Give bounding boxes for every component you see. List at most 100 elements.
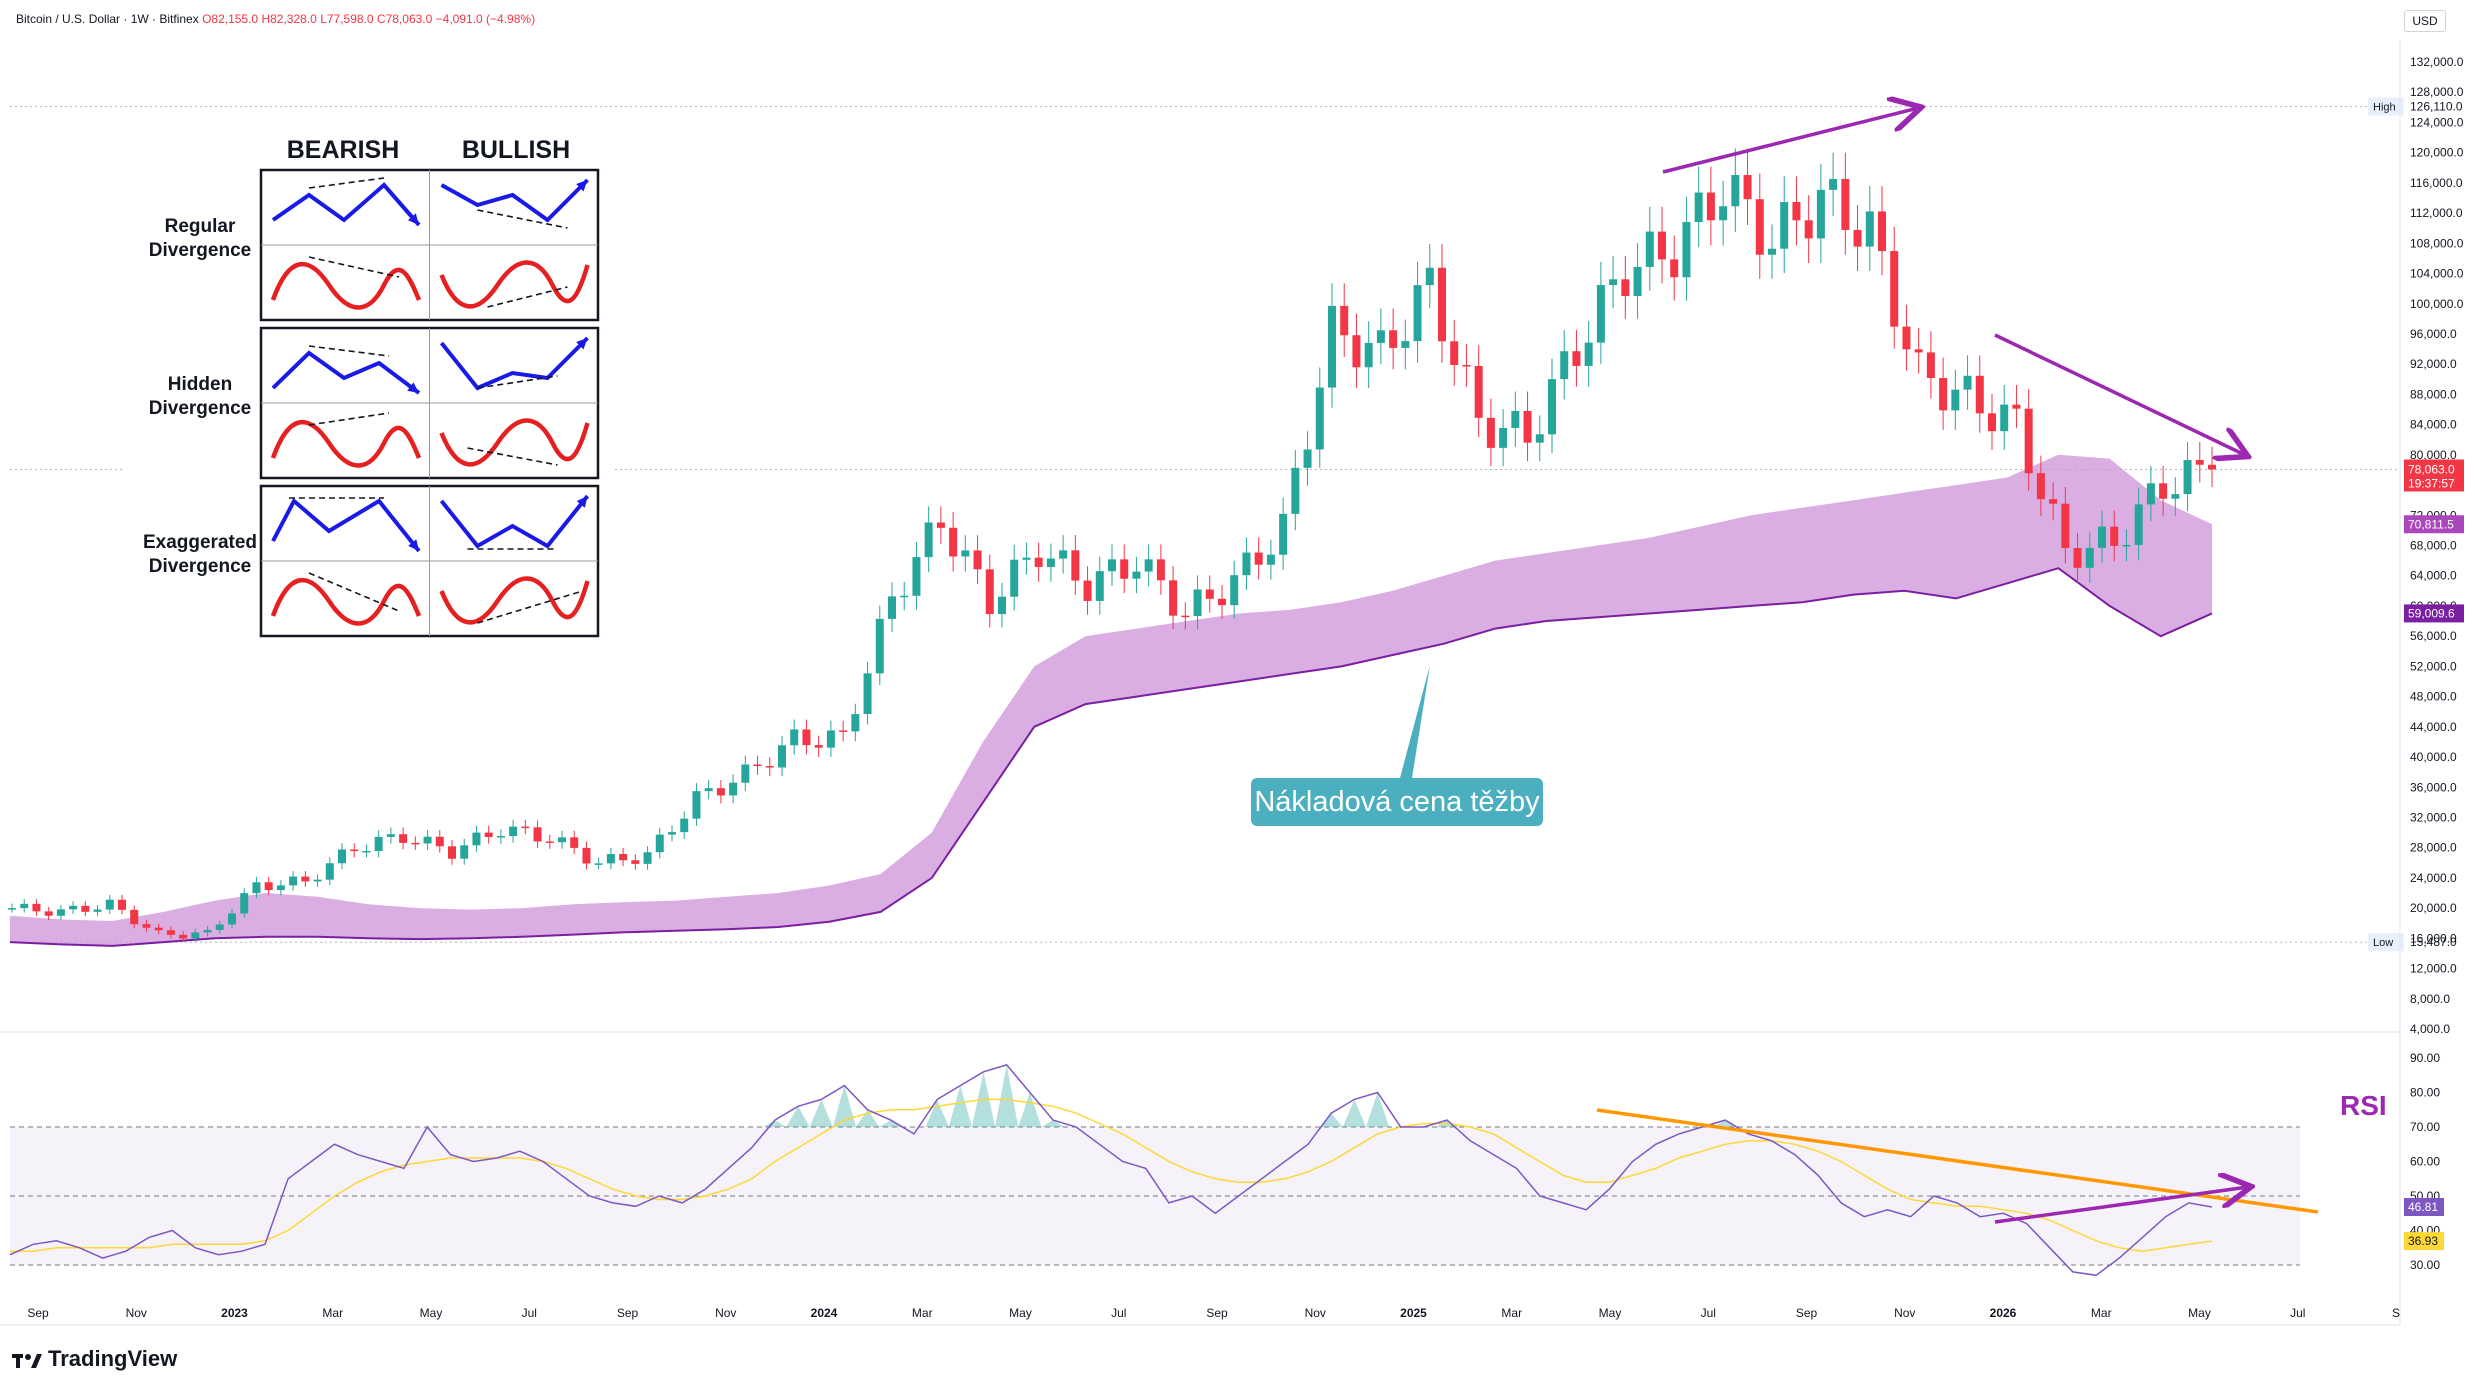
candle-body: [2085, 547, 2094, 568]
symbol-title: Bitcoin / U.S. Dollar · 1W · Bitfinex: [16, 12, 199, 26]
candle-body: [1486, 417, 1495, 448]
candle-body: [1792, 202, 1801, 221]
candle-body: [1169, 580, 1178, 616]
low-tag: Low: [2373, 937, 2393, 949]
time-tick-label: Jul: [1701, 1306, 1716, 1320]
candle-body: [44, 911, 53, 916]
candle-body: [191, 932, 200, 939]
candle-body: [1633, 266, 1642, 296]
candle-body: [826, 730, 835, 748]
candle-body: [985, 569, 994, 615]
candle-body: [1694, 192, 1703, 223]
time-tick-label: 2024: [811, 1306, 838, 1320]
currency-button[interactable]: USD: [2404, 10, 2446, 32]
band-upper-label: 70,811.5: [2408, 517, 2454, 531]
candle-body: [1829, 179, 1838, 190]
candle-body: [558, 837, 566, 843]
candle-body: [1144, 559, 1153, 572]
high-tag: High: [2373, 101, 2396, 113]
time-tick-label: Jul: [2290, 1306, 2305, 1320]
time-tick-label: 2025: [1400, 1306, 1427, 1320]
candle-body: [1401, 341, 1410, 348]
col-bearish: BEARISH: [287, 136, 400, 164]
candle-body: [496, 836, 505, 838]
candle-body: [411, 842, 420, 845]
candle-body: [1511, 410, 1520, 428]
candle-body: [655, 834, 664, 853]
rsi-ma-bg: [2404, 1232, 2444, 1251]
candle-body: [606, 853, 615, 864]
candle-body: [1572, 351, 1581, 366]
rsi-last-bg: [2404, 1198, 2444, 1217]
candle-body: [179, 934, 188, 939]
candle-body: [264, 882, 273, 891]
candle-body: [2036, 473, 2045, 500]
price-tick-label: 8,000.0: [2410, 992, 2450, 1006]
candle-body: [680, 818, 689, 833]
candle-body: [1193, 589, 1202, 617]
rsi-overbought-fill: [1041, 1120, 1065, 1127]
candle-body: [166, 930, 175, 935]
mini-dash: [308, 256, 400, 278]
candle-body: [1474, 365, 1483, 418]
price-tick-label: 112,000.0: [2410, 206, 2463, 220]
candle-body: [1328, 305, 1336, 388]
time-tick-label: Nov: [715, 1306, 736, 1320]
mini-dash: [477, 375, 558, 389]
price-tick-label: 96,000.0: [2410, 327, 2457, 341]
time-tick-label: Sep: [617, 1306, 639, 1320]
time-tick-label: Mar: [1501, 1306, 1522, 1320]
mini-arrowhead: [576, 338, 588, 350]
candle-body: [1890, 251, 1899, 327]
candle-body: [472, 832, 481, 846]
mini-wave: [439, 418, 590, 467]
mini-wave: [439, 260, 590, 309]
mining-cost-callout: Nákladová cena těžby: [1251, 778, 1543, 826]
price-tick-label: 4,000.0: [2410, 1022, 2450, 1036]
rsi-overbought-fill: [1713, 1120, 1737, 1127]
price-tick-label: 56,000.0: [2410, 629, 2457, 643]
mini-arrowhead: [576, 496, 588, 508]
price-tick-label: 28,000.0: [2410, 841, 2457, 855]
time-tick-label: 2026: [1990, 1306, 2017, 1320]
candle-body: [1743, 175, 1752, 200]
row-label-line1: Hidden: [168, 374, 232, 395]
candle-body: [2061, 503, 2070, 549]
candle-body: [533, 827, 542, 842]
col-bullish: BULLISH: [462, 136, 570, 164]
rsi-overbought-fill: [856, 1109, 880, 1127]
candle-body: [1034, 557, 1043, 567]
price-tick-label: 132,000.0: [2410, 55, 2464, 69]
mini-dash: [308, 177, 385, 189]
candle-body: [949, 527, 958, 557]
candle-body: [643, 852, 652, 864]
candle-body: [900, 595, 909, 598]
candle-body: [973, 550, 982, 570]
candle-body: [888, 596, 896, 619]
mini-line: [271, 497, 421, 553]
candle-body: [276, 885, 285, 891]
candle-body: [32, 903, 41, 912]
rsi-last-label: 46.81: [2408, 1200, 2438, 1214]
band-upper-bg: [2404, 515, 2464, 534]
price-tick-label: 40,000.0: [2410, 750, 2457, 764]
divergence-table: BEARISH BULLISH Regular Divergence Hidden Div…: [125, 118, 615, 648]
price-tick-label: 80,000.0: [2410, 448, 2457, 462]
high-tag-bg: [2368, 97, 2404, 116]
mini-arrowhead: [408, 539, 419, 551]
candle-body: [2171, 494, 2180, 499]
tradingview-logo[interactable]: TradingView: [12, 1346, 177, 1372]
candle-body: [1450, 341, 1459, 365]
candle-body: [56, 909, 65, 916]
candle-body: [1132, 571, 1141, 579]
table-bg: [125, 118, 615, 648]
band-lower-line: [9, 567, 2213, 947]
price-tick-label: 100,000.0: [2410, 297, 2464, 311]
candle-body: [692, 791, 701, 819]
rsi-tick-label: 80.00: [2410, 1086, 2440, 1100]
price-tick-label: 104,000.0: [2410, 267, 2464, 281]
candle-body: [570, 837, 579, 848]
candle-body: [362, 851, 371, 853]
rsi-overbought-fill: [879, 1120, 903, 1127]
price-tick-label: 36,000.0: [2410, 780, 2457, 794]
